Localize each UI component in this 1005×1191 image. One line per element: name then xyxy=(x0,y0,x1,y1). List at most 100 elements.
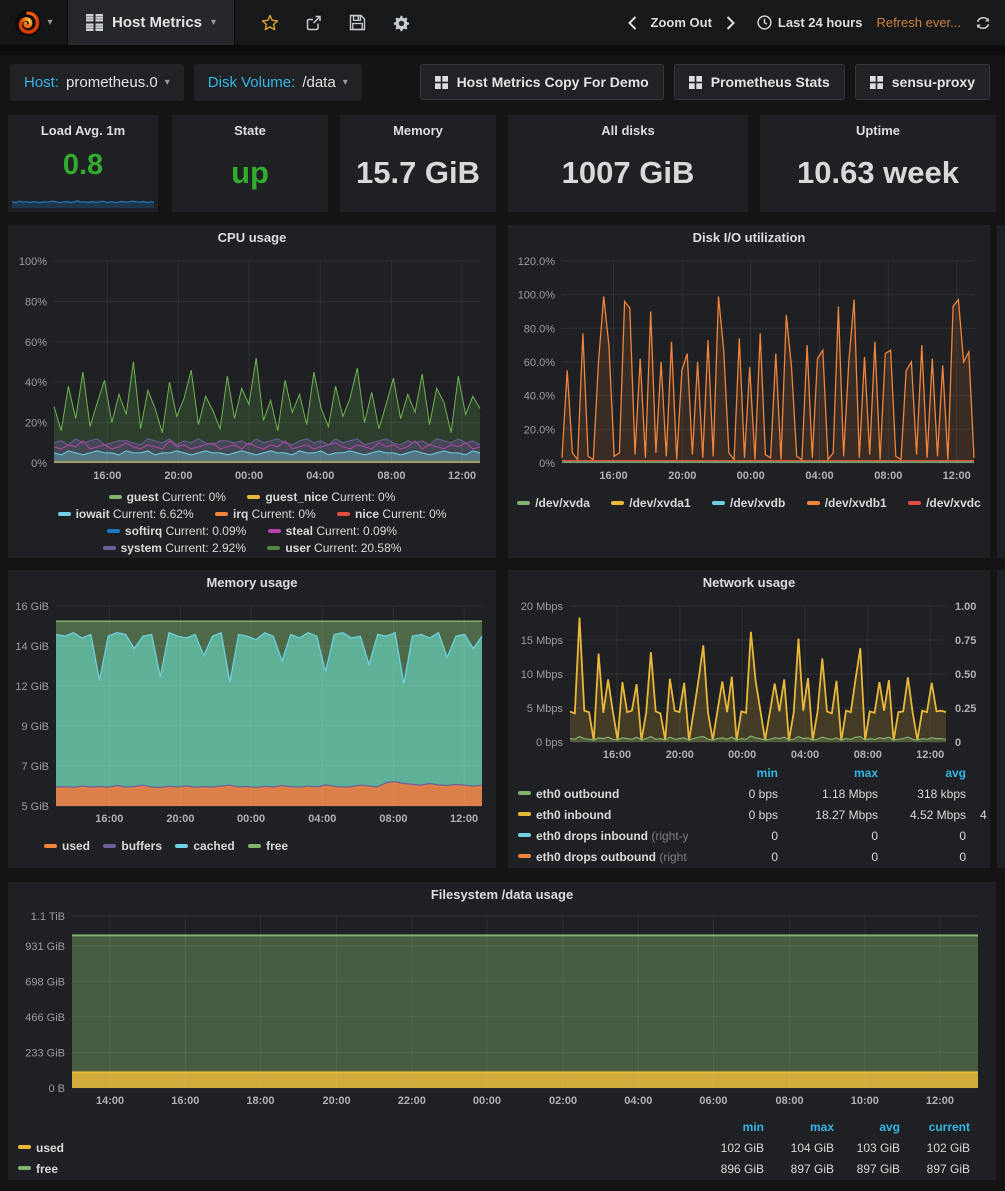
series-swatch xyxy=(711,500,725,505)
network-usage-chart[interactable]: 20 Mbps 1.00 15 Mbps 0.75 10 Mbps 0.50 5 Mbps 0… xyxy=(514,598,984,766)
svg-text:16 GiB: 16 GiB xyxy=(15,601,49,613)
col-min[interactable]: min xyxy=(742,1119,764,1134)
legend-row[interactable]: free 896 GiB 897 GiB 897 GiB 897 GiB xyxy=(8,1158,972,1179)
filesystem-usage-chart[interactable]: 1.1 TiB 931 GiB 698 GiB 466 GiB 233 GiB 0 B 14… xyxy=(14,908,990,1112)
legend-item[interactable]: softirq Current: 0.09% xyxy=(106,523,246,540)
series-swatch xyxy=(248,843,262,848)
stat-title[interactable]: Uptime xyxy=(855,123,901,138)
series-swatch xyxy=(103,843,117,848)
panel-title[interactable]: CPU usage xyxy=(217,230,287,245)
legend-item[interactable]: nice Current: 0% xyxy=(337,506,446,523)
svg-text:7 GiB: 7 GiB xyxy=(21,761,49,773)
legend-row[interactable]: eth0 drops inbound (right-y) 0 0 0 xyxy=(508,825,990,846)
max-value: 0 xyxy=(871,849,878,864)
panel-title[interactable]: Memory usage xyxy=(206,575,298,590)
svg-text:5 GiB: 5 GiB xyxy=(21,801,49,813)
series-swatch xyxy=(175,843,189,848)
col-current[interactable]: current xyxy=(928,1119,970,1134)
legend-item[interactable]: /dev/xvda xyxy=(517,495,590,512)
min-value: 102 GiB xyxy=(720,1140,764,1155)
legend-item[interactable]: /dev/xvda1 xyxy=(611,495,691,512)
stat-title[interactable]: Memory xyxy=(393,123,443,138)
panel-title[interactable]: Filesystem /data usage xyxy=(430,887,574,902)
legend-item[interactable]: buffers xyxy=(103,838,162,855)
legend-row[interactable]: eth0 drops outbound (right-y) 0 0 0 xyxy=(508,846,990,867)
disk-io-chart[interactable]: 120.0% 100.0% 80.0% 60.0% 40.0% 20.0% 0% 16:00 2… xyxy=(514,253,984,485)
navbar: ▾ Host Metrics ▾ xyxy=(0,0,1005,45)
stat-title[interactable]: State xyxy=(234,123,266,138)
clipped-panel-sliver xyxy=(997,225,1005,558)
gear-icon[interactable] xyxy=(392,14,410,32)
refresh-interval-picker[interactable]: Refresh ever... xyxy=(876,15,961,30)
memory-usage-chart[interactable]: 16 GiB 14 GiB 12 GiB 9 GiB 7 GiB 5 GiB 16:00 20… xyxy=(14,600,490,828)
max-value: 104 GiB xyxy=(790,1140,834,1155)
stat-panel-uptime: Uptime 10.63 week xyxy=(760,115,996,212)
variable-label: Host: xyxy=(24,73,60,91)
legend-item[interactable]: free xyxy=(248,838,288,855)
legend-header-row: min max avg xyxy=(508,762,990,783)
svg-text:08:00: 08:00 xyxy=(776,1095,804,1107)
legend-row[interactable]: used 102 GiB 104 GiB 103 GiB 102 GiB xyxy=(8,1137,972,1158)
time-range-picker[interactable]: Last 24 hours xyxy=(777,15,863,30)
star-icon[interactable] xyxy=(261,14,279,32)
filesystem-legend-rows: used 102 GiB 104 GiB 103 GiB 102 GiB fre… xyxy=(8,1137,972,1179)
series-swatch xyxy=(806,500,820,505)
col-avg[interactable]: avg xyxy=(945,765,966,780)
legend-item[interactable]: irq Current: 0% xyxy=(214,506,316,523)
legend-item[interactable]: guest Current: 0% xyxy=(108,489,226,506)
legend-row[interactable]: eth0 inbound 0 bps 18.27 Mbps 4.52 Mbps … xyxy=(508,804,990,825)
svg-text:14 GiB: 14 GiB xyxy=(15,641,49,653)
cpu-usage-chart[interactable]: 100% 80% 60% 40% 20% 0% 16:00 20:00 00:00 04:00 08… xyxy=(14,253,490,485)
stat-panel-load: Load Avg. 1m 0.8 xyxy=(8,115,158,212)
chevron-right-icon[interactable] xyxy=(726,15,735,30)
legend-header-row: min max avg current xyxy=(8,1116,972,1137)
clock-icon xyxy=(757,15,772,30)
col-max[interactable]: max xyxy=(853,765,878,780)
stat-title[interactable]: All disks xyxy=(601,123,655,138)
legend-item[interactable]: steal Current: 0.09% xyxy=(267,523,397,540)
grafana-menu-button[interactable]: ▾ xyxy=(0,0,68,45)
col-max[interactable]: max xyxy=(809,1119,834,1134)
stat-title[interactable]: Load Avg. 1m xyxy=(40,123,126,138)
min-value: 0 xyxy=(771,828,778,843)
chevron-down-icon: ▾ xyxy=(342,76,348,88)
legend-item[interactable]: cached xyxy=(175,838,235,855)
max-value: 18.27 Mbps xyxy=(815,807,878,822)
dashboard-picker[interactable]: Host Metrics ▾ xyxy=(68,0,236,45)
legend-item[interactable]: system Current: 2.92% xyxy=(102,540,246,557)
chevron-left-icon[interactable] xyxy=(627,15,637,30)
svg-text:12:00: 12:00 xyxy=(926,1095,954,1107)
variable-dropdown[interactable]: Host: prometheus.0 ▾ xyxy=(10,63,184,101)
stat-panel-alldisks: All disks 1007 GiB xyxy=(508,115,748,212)
zoom-out-button[interactable]: Zoom Out xyxy=(650,15,712,30)
svg-text:100.0%: 100.0% xyxy=(518,290,556,302)
svg-text:04:00: 04:00 xyxy=(791,749,819,761)
panel-title[interactable]: Disk I/O utilization xyxy=(692,230,806,245)
dashboard-link-button[interactable]: sensu-proxy xyxy=(854,64,990,100)
dashboard-link-button[interactable]: Prometheus Stats xyxy=(673,64,845,100)
svg-text:20:00: 20:00 xyxy=(668,470,696,482)
svg-text:1.00: 1.00 xyxy=(955,601,976,613)
col-avg[interactable]: avg xyxy=(879,1119,900,1134)
legend-item[interactable]: /dev/xvdb xyxy=(711,495,785,512)
legend-item[interactable]: /dev/xvdc xyxy=(908,495,981,512)
legend-item[interactable]: guest_nice Current: 0% xyxy=(247,489,395,506)
variable-value: prometheus.0 xyxy=(66,73,158,91)
legend-item[interactable]: iowait Current: 6.62% xyxy=(57,506,194,523)
legend-item[interactable]: used xyxy=(44,838,90,855)
share-icon[interactable] xyxy=(305,14,323,32)
svg-text:0 B: 0 B xyxy=(48,1083,65,1095)
legend-item[interactable]: /dev/xvdb1 xyxy=(806,495,887,512)
series-swatch xyxy=(247,494,261,499)
refresh-icon[interactable] xyxy=(975,15,991,31)
panel-title[interactable]: Network usage xyxy=(702,575,796,590)
legend-item[interactable]: user Current: 20.58% xyxy=(267,540,401,557)
svg-text:80%: 80% xyxy=(25,296,47,308)
avg-value: 897 GiB xyxy=(856,1161,900,1176)
save-icon[interactable] xyxy=(349,14,366,31)
svg-text:00:00: 00:00 xyxy=(728,749,756,761)
dashboard-link-button[interactable]: Host Metrics Copy For Demo xyxy=(419,64,664,100)
variable-dropdown[interactable]: Disk Volume: /data ▾ xyxy=(193,63,362,101)
legend-row[interactable]: eth0 outbound 0 bps 1.18 Mbps 318 kbps xyxy=(508,783,990,804)
col-min[interactable]: min xyxy=(756,765,778,780)
